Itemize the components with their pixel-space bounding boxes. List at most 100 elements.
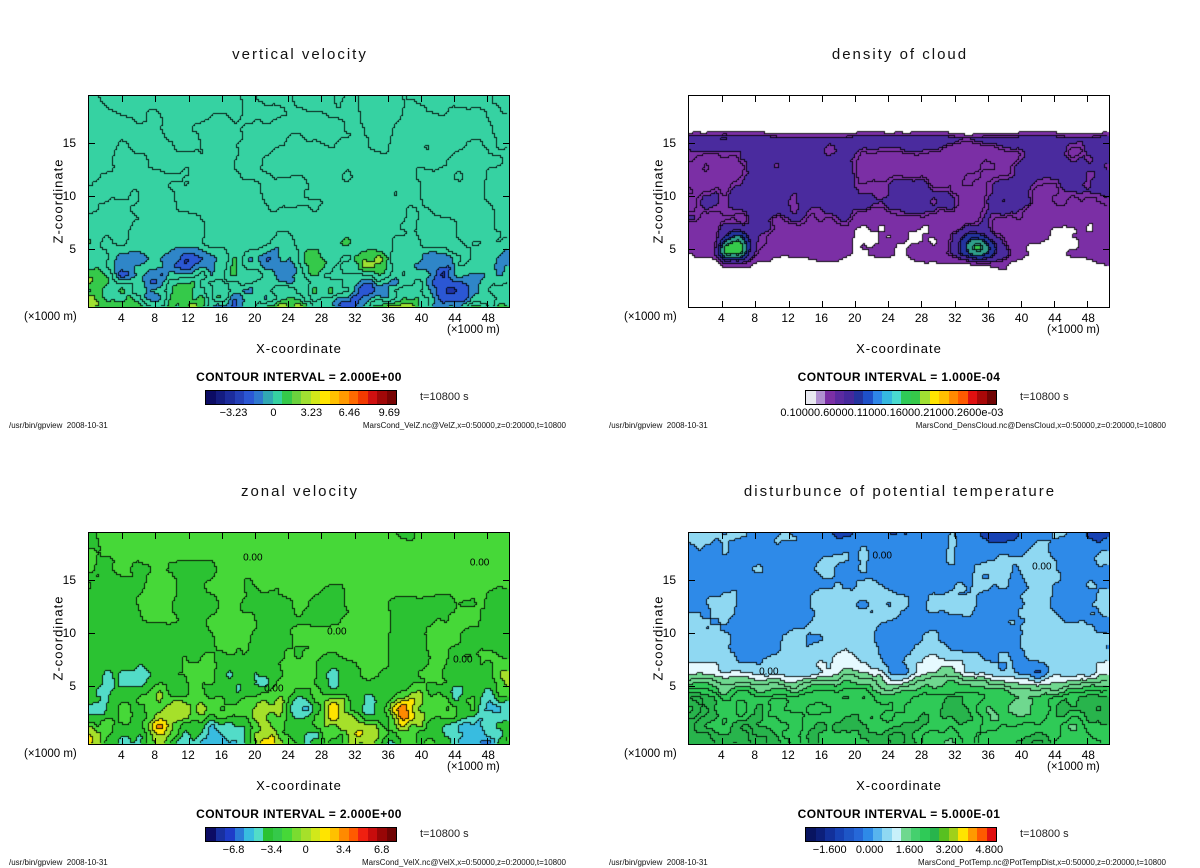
plot-footer: /usr/bin/gpview 2008-10-31 MarsCond_Dens… xyxy=(609,421,1166,430)
x-tick-label: 40 xyxy=(1014,311,1029,325)
colorbar-cell xyxy=(282,391,292,404)
colorbar-cell xyxy=(225,391,235,404)
contour-interval-label: CONTOUR INTERVAL = 2.000E+00 xyxy=(196,807,402,821)
x-tick-label: 32 xyxy=(348,748,362,762)
x-axis-label: X-coordinate xyxy=(256,341,342,356)
x-tick-label: 20 xyxy=(248,748,262,762)
y-tick-mark xyxy=(503,196,509,198)
y-tick-mark xyxy=(503,248,509,250)
contour-plot-canvas xyxy=(89,96,509,307)
contour-value-label: 0.00 xyxy=(872,550,892,562)
y-axis-ticks: 5 10 15 xyxy=(50,95,82,308)
x-tick-label: 4 xyxy=(118,311,125,325)
source-footer: MarsCond_VelZ.nc@VelZ,x=0:50000,z=0:2000… xyxy=(362,421,566,430)
x-tick-mark xyxy=(122,301,124,307)
x-tick-mark xyxy=(755,738,757,744)
command-footer: /usr/bin/gpview 2008-10-31 xyxy=(9,421,108,430)
x-tick-mark xyxy=(855,96,856,102)
time-label: t=10800 s xyxy=(420,391,469,403)
x-tick-mark xyxy=(1054,533,1056,539)
colorbar-cell xyxy=(301,828,311,841)
x-tick-mark xyxy=(1021,96,1023,102)
x-tick-mark xyxy=(921,738,923,744)
colorbar-cell xyxy=(272,828,282,841)
plot-area xyxy=(688,95,1110,308)
x-tick-mark xyxy=(1021,738,1023,744)
contour-plot-canvas xyxy=(689,533,1109,744)
colorbar-tick-label: 3.23 xyxy=(300,407,323,419)
x-tick-mark xyxy=(755,533,757,539)
plot-footer: /usr/bin/gpview 2008-10-31 MarsCond_VelX… xyxy=(9,858,566,867)
y-tick-label: 15 xyxy=(662,572,676,587)
plot-title: disturbunce of potential temperature xyxy=(743,483,1057,500)
x-tick-mark xyxy=(1054,301,1056,307)
y-tick-mark xyxy=(503,685,509,687)
y-tick-label: 15 xyxy=(662,135,676,150)
x-tick-mark xyxy=(321,533,323,539)
colorbar-tick-label: 0.000 xyxy=(855,844,884,856)
x-tick-mark xyxy=(321,738,323,744)
colorbar-cell xyxy=(301,391,311,404)
source-footer: MarsCond_VelX.nc@VelX,x=0:50000,z=0:2000… xyxy=(361,858,566,867)
x-tick-mark xyxy=(954,738,956,744)
x-tick-mark xyxy=(755,96,757,102)
x-tick-mark xyxy=(487,738,489,744)
contour-value-label: 0.00 xyxy=(453,654,473,666)
x-tick-mark xyxy=(921,533,923,539)
x-tick-mark xyxy=(888,533,890,539)
y-tick-mark xyxy=(89,685,95,687)
colorbar-cell xyxy=(291,828,301,841)
x-tick-mark xyxy=(255,96,256,102)
colorbar-cell xyxy=(872,828,882,841)
plot-footer: /usr/bin/gpview 2008-10-31 MarsCond_VelZ… xyxy=(9,421,566,430)
x-tick-label: 48 xyxy=(481,748,495,762)
colorbar-cell xyxy=(853,391,863,404)
x-tick-mark xyxy=(155,533,157,539)
axis-unit-right: (×1000 m) xyxy=(1047,761,1100,773)
colorbar-cell xyxy=(815,828,825,841)
x-tick-label: 28 xyxy=(314,311,329,325)
colorbar-cell xyxy=(891,391,901,404)
x-tick-mark xyxy=(387,301,389,307)
panel-potential-temperature: disturbunce of potential temperature Z-c… xyxy=(600,437,1200,868)
y-tick-mark xyxy=(689,633,695,635)
colorbar-cell xyxy=(291,391,301,404)
x-tick-label: 24 xyxy=(881,748,895,762)
colorbar-cell xyxy=(939,391,949,404)
y-axis-ticks: 5 10 15 xyxy=(650,532,682,745)
colorbar-tick-label: 6.8 xyxy=(374,844,390,856)
colorbar-cell xyxy=(358,828,368,841)
colorbar-cell xyxy=(310,828,320,841)
colorbar xyxy=(205,390,397,405)
x-tick-mark xyxy=(722,96,724,102)
x-tick-mark xyxy=(788,301,790,307)
x-tick-mark xyxy=(487,96,489,102)
colorbar-cell xyxy=(863,828,873,841)
colorbar-cell xyxy=(977,391,987,404)
x-tick-label: 36 xyxy=(381,311,395,325)
contour-interval-label: CONTOUR INTERVAL = 1.000E-04 xyxy=(797,370,1001,384)
x-tick-label: 20 xyxy=(248,311,262,325)
y-tick-label: 10 xyxy=(62,188,76,203)
x-axis-ticks: 4 8 12 16 20 24 28 32 36 40 44 48 xyxy=(688,748,1110,762)
command-footer: /usr/bin/gpview 2008-10-31 xyxy=(609,421,708,430)
x-tick-mark xyxy=(855,301,856,307)
contour-value-label: 0.00 xyxy=(243,552,263,564)
y-tick-mark xyxy=(1103,248,1109,250)
x-tick-mark xyxy=(855,533,856,539)
colorbar-cell xyxy=(320,391,330,404)
colorbar-cell xyxy=(853,828,863,841)
plot-title: density of cloud xyxy=(831,46,969,63)
x-tick-mark xyxy=(755,301,757,307)
x-tick-label: 44 xyxy=(1048,748,1062,762)
axis-unit-right: (×1000 m) xyxy=(447,761,500,773)
x-tick-mark xyxy=(821,96,823,102)
y-tick-mark xyxy=(689,685,695,687)
x-tick-label: 12 xyxy=(181,311,195,325)
colorbar-cell xyxy=(910,391,920,404)
x-tick-mark xyxy=(354,96,356,102)
x-tick-mark xyxy=(387,533,389,539)
colorbar-cell xyxy=(929,828,939,841)
x-tick-label: 32 xyxy=(348,311,362,325)
panel-zonal-velocity: zonal velocity Z-coordinate 0.00 0.00 0.00… xyxy=(0,437,600,868)
